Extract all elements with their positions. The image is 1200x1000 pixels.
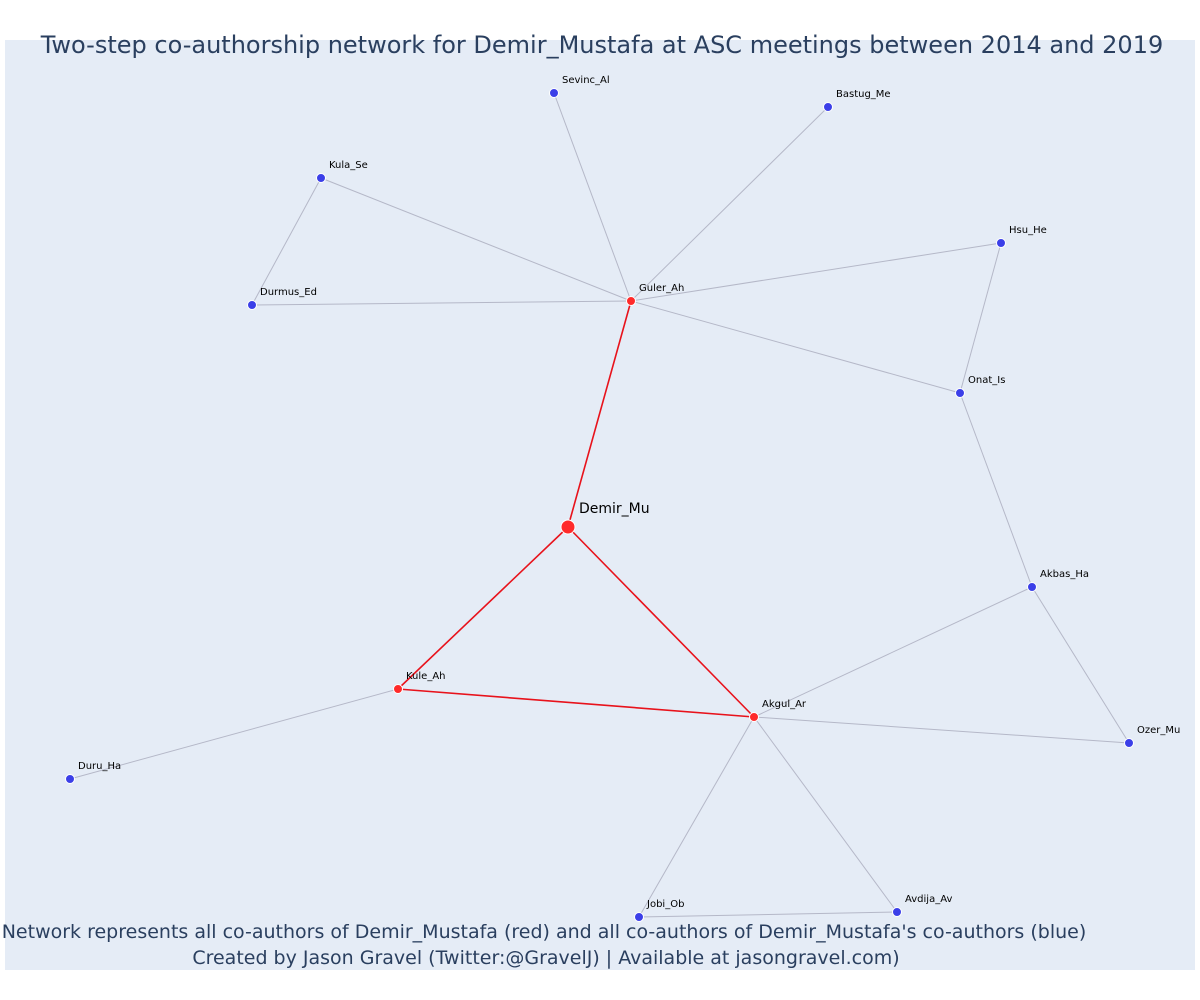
edge-Akbas_Ha-Ozer_Mu [1031, 586, 1130, 744]
edge-Guler_Ah-Sevinc_Al [553, 92, 632, 302]
edge-Akbas_Ha-Akgul_Ar [753, 586, 1033, 718]
edge-Jobi_Ob-Avdija_Av [638, 911, 898, 918]
node-Onat_Is[interactable] [955, 388, 965, 398]
node-label-Onat_Is: Onat_Is [968, 375, 1005, 386]
node-Hsu_He[interactable] [996, 238, 1006, 248]
node-Bastug_Me[interactable] [823, 102, 833, 112]
node-label-Akgul_Ar: Akgul_Ar [762, 699, 807, 710]
edge-Demir_Mu-Akgul_Ar [567, 526, 755, 718]
node-label-Duru_Ha: Duru_Ha [78, 761, 121, 772]
label-layer: Demir_Mu Guler_Ah Kule_Ah Akgul_Ar Sevinc_Al… [78, 75, 1180, 910]
edge-Guler_Ah-Durmus_Ed [251, 300, 632, 306]
plot-background [5, 40, 1195, 970]
node-Demir_Mu[interactable] [560, 519, 576, 535]
edge-Kule_Ah-Akgul_Ar [397, 688, 755, 718]
node-label-Bastug_Me: Bastug_Me [836, 89, 891, 100]
node-Akbas_Ha[interactable] [1027, 582, 1037, 592]
chart-title: Two-step co-authorship network for Demir… [40, 31, 1164, 59]
node-Kula_Se[interactable] [316, 173, 326, 183]
node-label-Jobi_Ob: Jobi_Ob [646, 899, 684, 910]
node-label-Kule_Ah: Kule_Ah [406, 671, 446, 682]
edge-Kula_Se-Durmus_Ed [251, 177, 322, 306]
edge-Onat_Is-Akbas_Ha [959, 392, 1033, 588]
node-Durmus_Ed[interactable] [247, 300, 257, 310]
edge-Akgul_Ar-Ozer_Mu [753, 716, 1130, 744]
node-Jobi_Ob[interactable] [634, 912, 644, 922]
node-Duru_Ha[interactable] [65, 774, 75, 784]
edge-layer [69, 92, 1130, 918]
caption-line-1: Network represents all co-authors of Dem… [2, 921, 1087, 943]
node-label-Durmus_Ed: Durmus_Ed [260, 287, 317, 298]
node-Guler_Ah[interactable] [626, 296, 636, 306]
edge-Demir_Mu-Guler_Ah [567, 300, 632, 528]
edge-Demir_Mu-Kule_Ah [397, 526, 569, 690]
caption-line-2: Created by Jason Gravel (Twitter:@Gravel… [192, 947, 899, 969]
node-label-Demir_Mu: Demir_Mu [579, 501, 650, 517]
node-label-Sevinc_Al: Sevinc_Al [562, 75, 610, 86]
node-label-Ozer_Mu: Ozer_Mu [1137, 725, 1180, 736]
edge-Akgul_Ar-Jobi_Ob [638, 716, 755, 918]
edge-Guler_Ah-Kula_Se [320, 177, 632, 302]
node-label-Kula_Se: Kula_Se [329, 160, 368, 171]
node-Ozer_Mu[interactable] [1124, 738, 1134, 748]
edge-Kule_Ah-Duru_Ha [69, 688, 399, 780]
edge-Guler_Ah-Bastug_Me [630, 106, 829, 302]
node-Kule_Ah[interactable] [393, 684, 403, 694]
node-label-Akbas_Ha: Akbas_Ha [1040, 569, 1089, 580]
node-Sevinc_Al[interactable] [549, 88, 559, 98]
node-label-Hsu_He: Hsu_He [1009, 225, 1047, 236]
edge-Guler_Ah-Hsu_He [630, 242, 1002, 302]
edge-Hsu_He-Onat_Is [959, 242, 1002, 394]
node-Avdija_Av[interactable] [892, 907, 902, 917]
edge-Guler_Ah-Onat_Is [630, 300, 961, 394]
node-layer [65, 88, 1134, 922]
edge-Akgul_Ar-Avdija_Av [753, 716, 898, 913]
node-label-Avdija_Av: Avdija_Av [905, 894, 952, 905]
node-Akgul_Ar[interactable] [749, 712, 759, 722]
node-label-Guler_Ah: Guler_Ah [639, 283, 684, 294]
